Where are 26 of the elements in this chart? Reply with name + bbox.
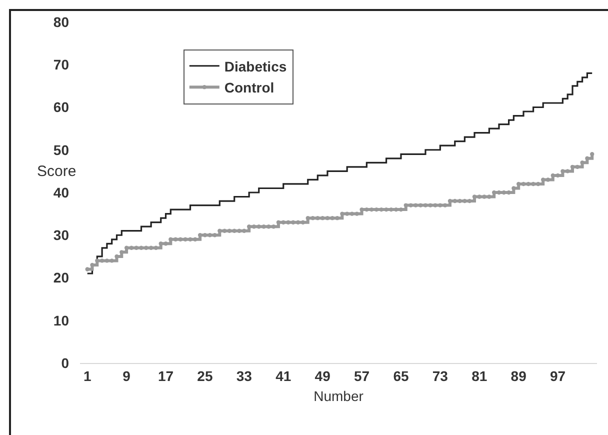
x-tick-label: 41 [276, 368, 292, 384]
x-tick-label: 25 [197, 368, 213, 384]
y-tick-label: 10 [53, 312, 70, 328]
legend-label: Control [224, 80, 274, 96]
y-tick-label: 40 [53, 184, 70, 200]
y-tick-label: 20 [53, 270, 70, 286]
x-tick-label: 65 [393, 368, 409, 384]
y-tick-label: 30 [53, 227, 70, 244]
y-tick-label: 70 [53, 56, 70, 73]
x-tick-label: 73 [432, 368, 448, 384]
x-tick-label: 17 [158, 368, 174, 384]
y-axis-title: Score [37, 163, 76, 180]
y-tick-label: 60 [53, 99, 70, 116]
y-tick-label: 0 [61, 354, 70, 371]
x-tick-label: 49 [314, 368, 331, 384]
x-tick-label: 97 [550, 368, 566, 384]
legend-label: Diabetics [224, 58, 287, 74]
x-tick-label: 33 [236, 368, 252, 384]
x-tick-label: 9 [122, 368, 131, 384]
x-tick-label: 1 [83, 368, 92, 384]
x-tick-label: 81 [472, 368, 488, 384]
x-tick-label: 57 [354, 368, 370, 384]
x-axis-title: Number [314, 388, 364, 404]
y-tick-label: 50 [53, 142, 70, 158]
x-tick-label: 89 [510, 368, 527, 384]
y-tick-label: 80 [53, 14, 70, 30]
